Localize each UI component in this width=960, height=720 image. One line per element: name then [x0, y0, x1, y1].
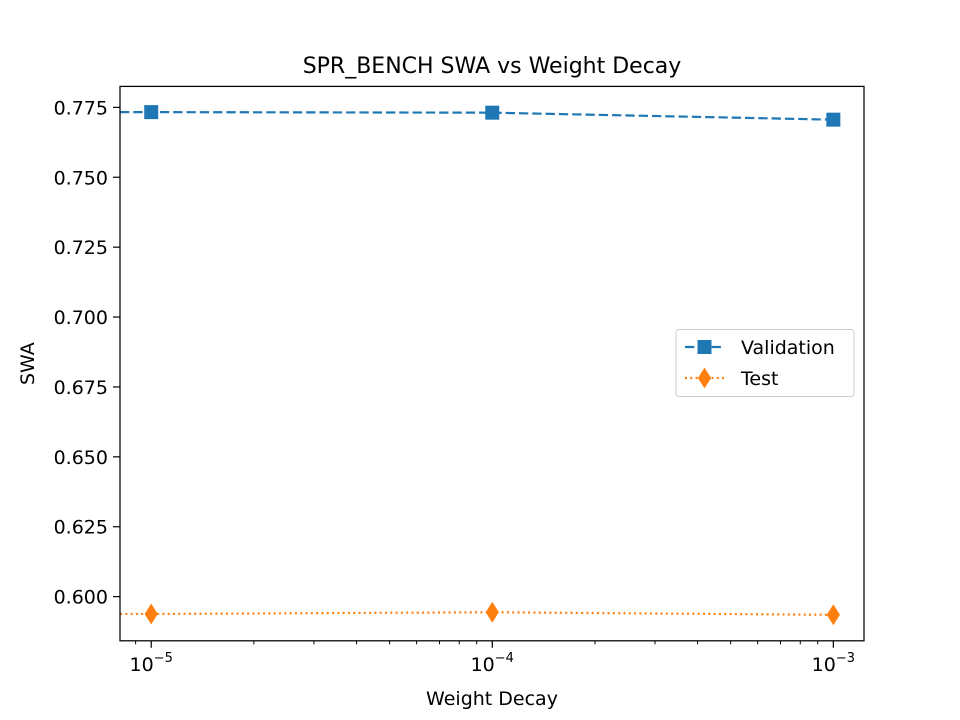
- legend-label-test: Test: [740, 368, 778, 390]
- data-point-validation-2: [485, 105, 500, 120]
- data-point-test-2: [485, 601, 499, 623]
- x-tick-label: 10−4: [471, 651, 514, 676]
- y-tick-label: 0.750: [54, 167, 108, 189]
- plot-area: [120, 105, 841, 626]
- y-tick-label: 0.625: [54, 517, 108, 539]
- y-axis-label: SWA: [17, 342, 39, 385]
- x-tick-label: 10−5: [130, 651, 173, 676]
- legend: Validation Test: [675, 329, 855, 397]
- data-point-test-1: [144, 603, 158, 625]
- data-point-validation-3: [826, 112, 841, 127]
- x-axis: 10−5 10−4 10−3: [130, 640, 855, 676]
- y-tick-label: 0.600: [54, 587, 108, 609]
- y-tick-label: 0.650: [54, 447, 108, 469]
- y-axis: 0.600 0.625 0.650 0.675 0.700 0.725 0.750 0.775: [54, 97, 120, 609]
- data-point-validation-1: [144, 105, 159, 120]
- y-tick-label: 0.725: [54, 237, 108, 259]
- legend-marker-validation: [697, 340, 712, 354]
- series-test: [120, 601, 840, 626]
- series-validation: [120, 105, 841, 127]
- y-tick-label: 0.700: [54, 307, 108, 329]
- series-line-test: [120, 611, 834, 616]
- y-tick-label: 0.675: [54, 377, 108, 399]
- legend-marker-test: [697, 367, 712, 389]
- chart-title: SPR_BENCH SWA vs Weight Decay: [303, 54, 682, 79]
- x-tick-label: 10−3: [812, 651, 855, 676]
- data-point-test-3: [826, 604, 840, 626]
- x-axis-label: Weight Decay: [426, 688, 558, 710]
- legend-label-validation: Validation: [741, 337, 835, 359]
- y-tick-label: 0.775: [54, 97, 108, 119]
- series-line-validation: [120, 111, 834, 121]
